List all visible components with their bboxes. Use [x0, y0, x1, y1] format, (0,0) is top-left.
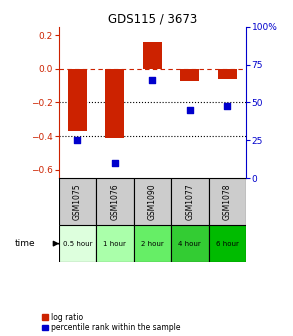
- Text: 0.5 hour: 0.5 hour: [63, 241, 92, 247]
- Bar: [218, 69, 237, 79]
- Title: GDS115 / 3673: GDS115 / 3673: [108, 13, 197, 26]
- Text: 2 hour: 2 hour: [141, 241, 164, 247]
- Bar: [209, 178, 246, 225]
- Point: [75, 138, 80, 143]
- Point: [225, 103, 230, 108]
- Bar: [209, 225, 246, 262]
- Text: GSM1090: GSM1090: [148, 183, 157, 220]
- Text: time: time: [15, 239, 35, 248]
- Point: [113, 160, 117, 166]
- Text: GSM1077: GSM1077: [185, 183, 194, 220]
- Point: [188, 108, 192, 113]
- Bar: [171, 178, 209, 225]
- Bar: [96, 178, 134, 225]
- Bar: [68, 69, 87, 131]
- Bar: [171, 225, 209, 262]
- Bar: [134, 225, 171, 262]
- Bar: [143, 42, 162, 69]
- Text: GSM1078: GSM1078: [223, 183, 232, 220]
- Text: 6 hour: 6 hour: [216, 241, 239, 247]
- Bar: [96, 225, 134, 262]
- Bar: [59, 225, 96, 262]
- Legend: log ratio, percentile rank within the sample: log ratio, percentile rank within the sa…: [42, 313, 180, 332]
- Text: GSM1075: GSM1075: [73, 183, 82, 220]
- Bar: [105, 69, 124, 138]
- Bar: [134, 178, 171, 225]
- Text: GSM1076: GSM1076: [110, 183, 119, 220]
- Bar: [59, 178, 96, 225]
- Text: 4 hour: 4 hour: [178, 241, 201, 247]
- Point: [150, 77, 155, 83]
- Text: 1 hour: 1 hour: [103, 241, 126, 247]
- Bar: [180, 69, 199, 81]
